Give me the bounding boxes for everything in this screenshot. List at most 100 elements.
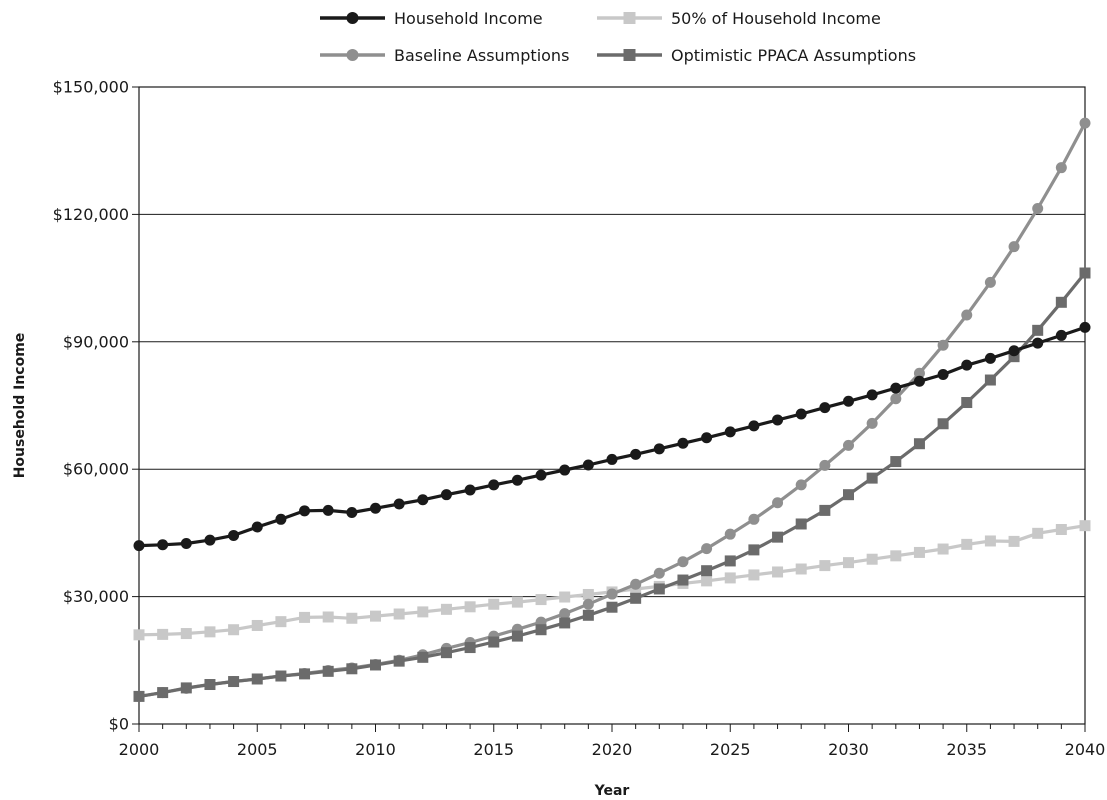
data-point xyxy=(653,583,665,595)
x-tick-label: 2040 xyxy=(1065,740,1106,759)
data-point xyxy=(1008,345,1020,357)
data-point xyxy=(772,531,784,543)
data-point xyxy=(157,687,169,699)
legend-item: Baseline Assumptions xyxy=(320,46,569,65)
data-point xyxy=(819,402,831,414)
y-tick-label: $60,000 xyxy=(63,460,129,479)
data-point xyxy=(228,676,240,688)
data-point xyxy=(866,553,878,565)
data-point xyxy=(890,393,902,405)
data-point xyxy=(677,574,689,586)
data-point xyxy=(866,417,878,429)
data-point xyxy=(133,540,145,552)
data-point xyxy=(937,368,949,380)
data-point xyxy=(1032,527,1044,539)
data-point xyxy=(795,518,807,530)
series-optimistic-ppaca-assumptions xyxy=(133,267,1091,702)
data-point xyxy=(866,472,878,484)
data-point xyxy=(511,474,523,486)
data-point xyxy=(1032,202,1044,214)
x-tick-label: 2030 xyxy=(828,740,869,759)
series-line xyxy=(138,271,1087,698)
data-point xyxy=(157,628,169,640)
y-tick-label: $150,000 xyxy=(53,78,129,97)
data-point xyxy=(251,673,263,685)
legend-item: Optimistic PPACA Assumptions xyxy=(597,46,916,65)
legend-marker xyxy=(623,49,636,61)
data-point xyxy=(322,665,334,677)
data-point xyxy=(511,596,523,608)
data-point xyxy=(251,521,263,533)
data-point xyxy=(984,276,996,288)
data-point xyxy=(961,359,973,371)
data-point xyxy=(724,528,736,540)
data-point xyxy=(393,608,405,620)
data-point xyxy=(464,484,476,496)
data-point xyxy=(582,609,594,621)
data-point xyxy=(653,567,665,579)
x-tick-label: 2000 xyxy=(119,740,160,759)
data-point xyxy=(275,670,287,682)
data-point xyxy=(370,659,381,671)
data-point xyxy=(630,578,642,590)
data-point xyxy=(251,619,263,631)
data-point xyxy=(559,464,571,476)
series-baseline-assumptions xyxy=(133,117,1091,702)
y-axis: $0 $30,000 $60,000 $90,000 $120,000 $150,000 xyxy=(53,78,139,734)
series-layer xyxy=(133,117,1091,702)
data-point xyxy=(133,690,145,702)
data-point xyxy=(299,611,311,623)
data-point xyxy=(559,591,571,603)
legend-label: 50% of Household Income xyxy=(671,9,881,28)
data-point xyxy=(228,624,240,636)
data-point xyxy=(937,339,949,351)
data-point xyxy=(1032,337,1044,349)
data-point xyxy=(299,505,311,517)
data-point xyxy=(772,414,784,426)
data-point xyxy=(393,655,405,667)
data-point xyxy=(180,682,192,694)
legend-label: Optimistic PPACA Assumptions xyxy=(671,46,916,65)
data-point xyxy=(180,628,192,640)
data-point xyxy=(961,397,973,409)
x-tick-label: 2010 xyxy=(355,740,396,759)
data-point xyxy=(890,456,902,468)
data-point xyxy=(606,601,618,613)
data-point xyxy=(346,663,358,675)
data-point xyxy=(535,469,547,481)
data-point xyxy=(559,617,571,629)
series-line xyxy=(138,325,1086,548)
data-point xyxy=(795,408,807,420)
x-axis: 2000 2005 2010 2015 2020 2025 2030 2035 2040 xyxy=(119,724,1106,759)
data-point xyxy=(606,453,618,465)
data-point xyxy=(606,588,618,600)
data-point xyxy=(819,560,831,572)
data-point xyxy=(701,575,713,587)
data-point xyxy=(511,630,523,642)
data-point xyxy=(346,507,358,519)
data-point xyxy=(582,588,594,600)
legend-label: Household Income xyxy=(394,9,543,28)
x-tick-label: 2035 xyxy=(946,740,987,759)
data-point xyxy=(748,569,760,581)
data-point xyxy=(653,443,665,455)
legend-item: 50% of Household Income xyxy=(597,9,881,28)
data-point xyxy=(724,555,736,567)
y-axis-title: Household Income xyxy=(12,333,28,479)
data-point xyxy=(1032,324,1044,336)
data-point xyxy=(322,611,334,623)
data-point xyxy=(440,647,452,659)
data-point xyxy=(772,497,784,509)
data-point xyxy=(677,437,689,449)
y-tick-label: $30,000 xyxy=(63,587,129,606)
data-point xyxy=(961,309,973,321)
data-point xyxy=(322,504,334,516)
x-tick-label: 2015 xyxy=(473,740,514,759)
data-point xyxy=(1008,241,1020,253)
plot-area xyxy=(138,86,1086,725)
data-point xyxy=(677,556,689,568)
data-point xyxy=(299,668,311,680)
plot-border xyxy=(138,86,1086,725)
data-point xyxy=(913,546,925,558)
y-tick-label: $120,000 xyxy=(53,205,129,224)
